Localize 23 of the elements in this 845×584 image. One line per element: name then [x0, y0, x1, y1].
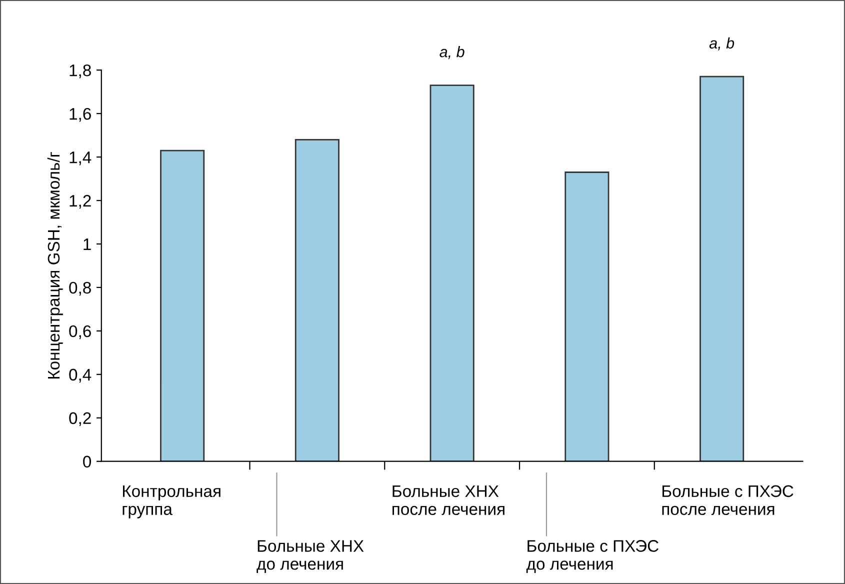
y-tick-label: 0	[83, 456, 92, 468]
x-tick-label: Больные с ПХЭС после лечения	[662, 485, 794, 516]
y-tick-label: 0,6	[69, 325, 91, 340]
y-tick-label: 1,8	[70, 64, 91, 78]
bar	[160, 150, 205, 462]
y-tick-label: 1	[84, 238, 91, 250]
x-tick-label: Контрольная группа	[122, 485, 220, 518]
x-tick-label: Больные с ПХЭС до лечения	[526, 540, 658, 573]
annotation: a, b	[709, 37, 734, 50]
y-tick-label: 0,8	[69, 282, 91, 296]
y-tick-label: 1,6	[70, 108, 91, 122]
x-tick-label: Больные ХНХ после лечения	[392, 485, 504, 516]
bar	[564, 172, 610, 462]
y-tick-label: 1,4	[70, 152, 92, 166]
x-tick-label: Больные ХНХ до лечения	[256, 540, 364, 573]
y-tick-label: 1,2	[70, 194, 91, 209]
y-axis-title: Концентрация GSH, мкмоль/г	[47, 152, 63, 378]
y-tick-label: 0,2	[69, 412, 91, 426]
annotation: a, b	[440, 46, 464, 60]
bar	[294, 138, 340, 462]
bar	[430, 84, 474, 462]
bar	[700, 76, 744, 462]
y-tick-label: 0,4	[69, 368, 92, 383]
